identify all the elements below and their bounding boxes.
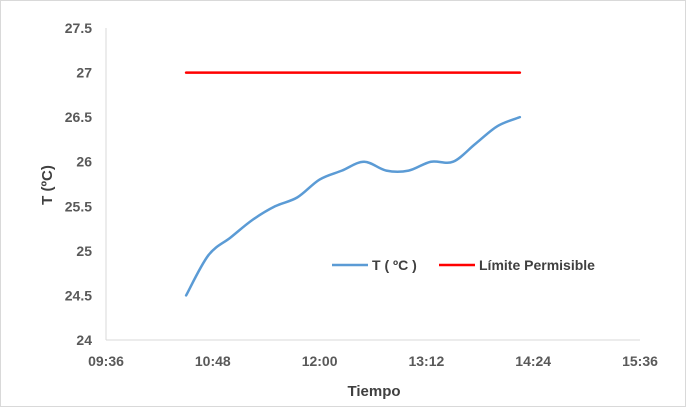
series-line-0 [184, 115, 522, 297]
y-tick-label: 27.5 [65, 20, 92, 36]
x-tick-label: 10:48 [195, 353, 231, 369]
y-tick-label: 25 [76, 243, 92, 259]
legend-label-1: Límite Permisible [479, 257, 595, 273]
series-group [184, 71, 522, 297]
x-axis-title: Tiempo [347, 383, 400, 400]
x-axis-ticks: 09:36 10:48 12:00 13:12 14:24 15:36 [88, 353, 658, 369]
y-tick-label: 25.5 [65, 198, 92, 214]
x-tick-label: 12:00 [302, 353, 338, 369]
y-tick-label: 24 [76, 332, 92, 348]
y-tick-label: 26.5 [65, 109, 92, 125]
y-axis-ticks: 24 24.5 25 25.5 26 26.5 27 27.5 [65, 20, 92, 348]
x-tick-label: 13:12 [408, 353, 444, 369]
x-tick-label: 14:24 [515, 353, 551, 369]
x-tick-label: 15:36 [622, 353, 658, 369]
y-tick-label: 27 [76, 65, 92, 81]
y-tick-label: 24.5 [65, 287, 92, 303]
legend: T ( ºC ) Límite Permisible [332, 257, 595, 273]
y-tick-label: 26 [76, 154, 92, 170]
legend-label-0: T ( ºC ) [372, 257, 417, 273]
y-axis-title: T (ºC) [39, 165, 56, 205]
x-tick-label: 09:36 [88, 353, 124, 369]
